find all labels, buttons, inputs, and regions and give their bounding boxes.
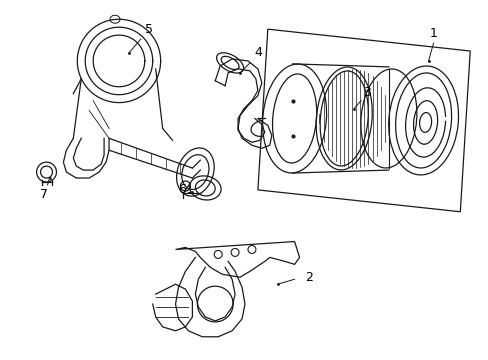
Polygon shape: [175, 242, 299, 277]
Text: 5: 5: [144, 23, 152, 36]
Polygon shape: [257, 29, 469, 212]
Text: 1: 1: [429, 27, 437, 40]
Text: 7: 7: [40, 188, 47, 201]
Text: 3: 3: [363, 86, 370, 99]
Text: 4: 4: [253, 46, 261, 59]
Text: 6: 6: [178, 184, 186, 197]
Text: 2: 2: [305, 271, 313, 284]
